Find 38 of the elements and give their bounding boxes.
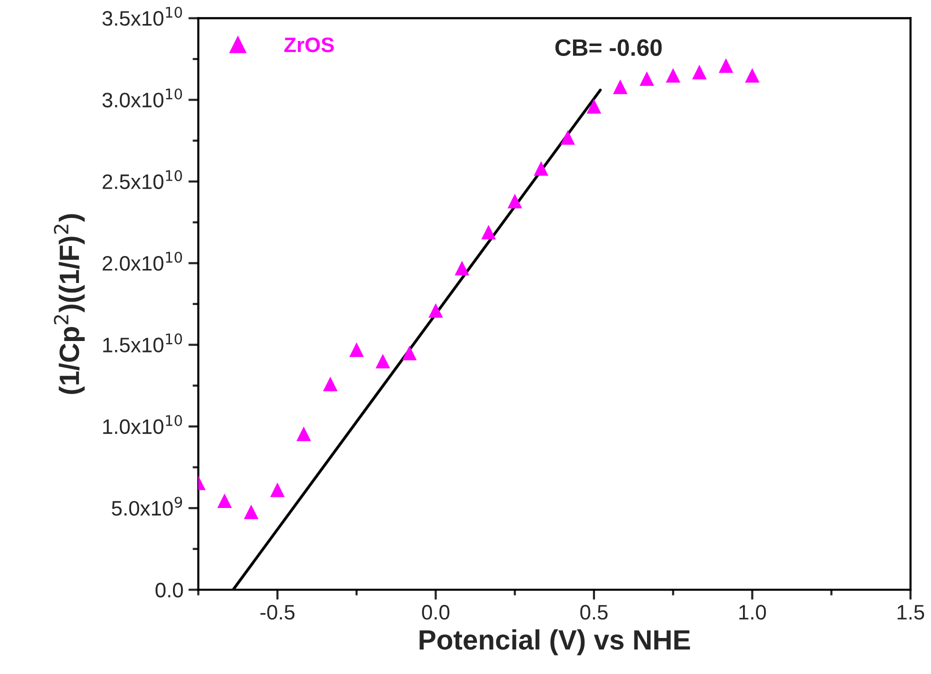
point [217, 493, 232, 508]
point [270, 482, 285, 498]
point [718, 58, 734, 73]
legend-label: ZrOS [284, 38, 334, 52]
x-tick-label: 1.5 [898, 605, 924, 620]
point [349, 342, 364, 357]
point [640, 71, 654, 86]
y-tick-label: 3.5x10$^{10}$ [102, 6, 182, 26]
point [612, 80, 628, 94]
point [692, 64, 707, 80]
point [534, 161, 548, 176]
point [323, 376, 338, 392]
point [244, 504, 258, 520]
point [376, 354, 390, 368]
y-tick-label: 5.0x10$^{9}$ [112, 496, 182, 516]
point [428, 303, 443, 318]
y-tick-label: 3.0x10$^{10}$ [102, 88, 182, 108]
x-tick-label: 0.0 [422, 604, 450, 620]
y-tick-label: 1.0x10$^{10}$ [103, 415, 182, 434]
point [481, 224, 496, 240]
y-tick-label: 2.5x10$^{10}$ [102, 170, 182, 190]
y-tick-label: 1.5x10$^{10}$ [103, 333, 182, 352]
annotation: CB= -0.60 [555, 39, 662, 56]
x-tick-label: -0.5 [260, 604, 295, 620]
y-axis-title: (1/Cp$^{2}$)((1/F)$^{2}$) [54, 214, 85, 394]
point [586, 99, 602, 114]
point [296, 426, 311, 442]
point [454, 260, 470, 276]
x-axis-title: Potencial (V) vs NHE [420, 629, 690, 656]
y-tick-label: 0.0 [156, 582, 183, 598]
point [508, 194, 522, 208]
point [560, 130, 575, 145]
x-tick-label: 0.5 [580, 604, 608, 620]
point [666, 68, 680, 83]
y-tick-label: 2.0x10$^{10}$ [102, 252, 182, 271]
point [744, 68, 760, 83]
x-tick-label: 1.0 [739, 604, 766, 620]
point [402, 346, 417, 360]
